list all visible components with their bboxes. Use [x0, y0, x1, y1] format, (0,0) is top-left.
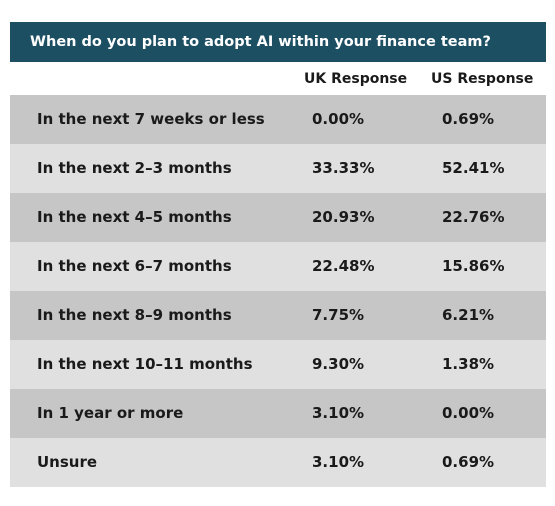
- uk-value: 9.30%: [312, 355, 365, 373]
- us-value: 22.76%: [442, 208, 505, 226]
- table-row: In the next 7 weeks or less 0.00% 0.69%: [10, 95, 546, 144]
- us-value: 1.38%: [442, 355, 495, 373]
- row-label: In the next 2–3 months: [37, 159, 232, 177]
- header-uk-response: UK Response: [304, 71, 408, 87]
- uk-value: 22.48%: [312, 257, 375, 275]
- table-row: In the next 4–5 months 20.93% 22.76%: [10, 193, 546, 242]
- row-label: In 1 year or more: [37, 404, 184, 422]
- us-value: 0.69%: [442, 110, 495, 128]
- uk-value: 0.00%: [312, 110, 365, 128]
- header-us-response: US Response: [431, 71, 534, 87]
- table-title: When do you plan to adopt AI within your…: [10, 22, 546, 62]
- table-row: In the next 6–7 months 22.48% 15.86%: [10, 242, 546, 291]
- table-body: In the next 7 weeks or less 0.00% 0.69% In …: [10, 95, 546, 487]
- us-value: 52.41%: [442, 159, 505, 177]
- us-value: 0.00%: [442, 404, 495, 422]
- uk-value: 3.10%: [312, 404, 365, 422]
- table-row: In the next 8–9 months 7.75% 6.21%: [10, 291, 546, 340]
- uk-value: 20.93%: [312, 208, 375, 226]
- us-value: 0.69%: [442, 453, 495, 471]
- row-label: In the next 4–5 months: [37, 208, 232, 226]
- survey-table: When do you plan to adopt AI within your…: [10, 22, 546, 487]
- uk-value: 33.33%: [312, 159, 375, 177]
- table-row: Unsure 3.10% 0.69%: [10, 438, 546, 487]
- us-value: 15.86%: [442, 257, 505, 275]
- row-label: In the next 7 weeks or less: [37, 110, 265, 128]
- table-row: In the next 2–3 months 33.33% 52.41%: [10, 144, 546, 193]
- uk-value: 7.75%: [312, 306, 365, 324]
- uk-value: 3.10%: [312, 453, 365, 471]
- row-label: In the next 8–9 months: [37, 306, 232, 324]
- table-header: UK Response US Response: [10, 62, 546, 95]
- table-row: In the next 10–11 months 9.30% 1.38%: [10, 340, 546, 389]
- row-label: Unsure: [37, 453, 98, 471]
- row-label: In the next 10–11 months: [37, 355, 253, 373]
- us-value: 6.21%: [442, 306, 495, 324]
- table-row: In 1 year or more 3.10% 0.00%: [10, 389, 546, 438]
- row-label: In the next 6–7 months: [37, 257, 232, 275]
